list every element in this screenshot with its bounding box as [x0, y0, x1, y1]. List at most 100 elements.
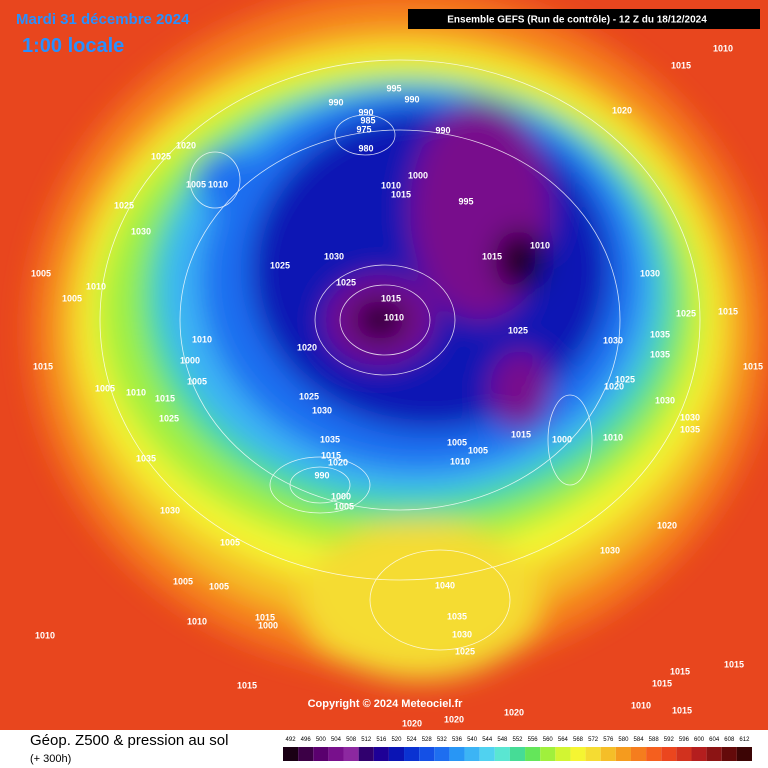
pressure-label: 1005: [334, 501, 354, 511]
legend-label: 564: [558, 737, 569, 743]
pressure-label: 1025: [299, 391, 319, 401]
footer-title: Géop. Z500 & pression au sol: [30, 732, 228, 749]
legend-label: 512: [361, 737, 372, 743]
pressure-label: 1005: [186, 179, 206, 189]
pressure-label: 1010: [126, 387, 146, 397]
legend-swatch: [479, 747, 495, 761]
pressure-label: 1030: [324, 251, 344, 261]
pressure-label: 1025: [270, 260, 290, 270]
pressure-label: 1015: [321, 450, 341, 460]
pressure-label: 1040: [435, 580, 455, 590]
pressure-label: 1020: [328, 457, 348, 467]
legend-label: 508: [346, 737, 357, 743]
legend-swatch: [585, 747, 601, 761]
pressure-label: 1010: [450, 456, 470, 466]
pressure-label: 990: [328, 97, 343, 107]
run-box: [408, 9, 760, 29]
pressure-label: 1030: [312, 405, 332, 415]
pressure-label: 1025: [455, 646, 475, 656]
pressure-label: 1000: [408, 170, 428, 180]
legend-swatch: [615, 747, 631, 761]
legend-swatch: [313, 747, 329, 761]
pressure-label: 1015: [511, 429, 531, 439]
pressure-label: 1020: [297, 342, 317, 352]
pressure-label: 1015: [652, 678, 672, 688]
isobars: [99, 59, 701, 651]
pressure-label: 1020: [612, 105, 632, 115]
pressure-label: 1025: [151, 151, 171, 161]
pressure-label: 990: [314, 470, 329, 480]
legend-label: 560: [543, 737, 554, 743]
pressure-label: 1010: [603, 432, 623, 442]
pressure-label: 985: [360, 115, 375, 125]
pressure-label: 1010: [192, 334, 212, 344]
pressure-label: 1035: [447, 611, 467, 621]
legend-swatch: [373, 747, 389, 761]
legend-swatch: [449, 747, 465, 761]
legend: 492 496 500 504 508 512 516 520 524 528 532 536 540 5…: [283, 737, 752, 761]
pressure-label: 1010: [384, 312, 404, 322]
legend-swatch: [691, 747, 707, 761]
pressure-label: 1015: [255, 612, 275, 622]
pressure-label: 1015: [724, 659, 744, 669]
pressure-label: 1005: [468, 445, 488, 455]
pressure-label: 1020: [657, 520, 677, 530]
legend-label: 580: [618, 737, 629, 743]
pressure-label: 1000: [258, 620, 278, 630]
pressure-label: 1030: [640, 268, 660, 278]
pressure-label: 1005: [31, 268, 51, 278]
legend-label: 492: [286, 737, 297, 743]
legend-swatch: [736, 747, 752, 761]
legend-swatch: [419, 747, 435, 761]
legend-label: 584: [634, 737, 645, 743]
legend-swatch: [646, 747, 662, 761]
legend-swatch: [509, 747, 526, 761]
legend-label: 596: [679, 737, 690, 743]
pressure-labels: 9909959909909859759809901010101510201020…: [31, 43, 763, 728]
pressure-label: 1025: [159, 413, 179, 423]
legend-swatch: [661, 747, 677, 761]
pressure-label: 1015: [743, 361, 763, 371]
date: Mardi 31 décembre 2024: [16, 11, 190, 28]
pressure-label: 1010: [187, 616, 207, 626]
pressure-label: 1015: [718, 306, 738, 316]
pressure-label: 1030: [603, 335, 623, 345]
legend-swatch: [494, 747, 510, 761]
pressure-label: 1035: [650, 349, 670, 359]
legend-label: 536: [452, 737, 463, 743]
pressure-label: 1025: [676, 308, 696, 318]
pressure-label: 1010: [208, 179, 228, 189]
height-field: [30, 0, 768, 680]
pressure-label: 1020: [604, 381, 624, 391]
pressure-label: 1005: [95, 383, 115, 393]
pressure-label: 1030: [160, 505, 180, 515]
pressure-label: 1020: [402, 718, 422, 728]
legend-label: 544: [482, 737, 493, 743]
pressure-label: 1020: [504, 707, 524, 717]
legend-swatch: [540, 747, 556, 761]
pressure-label: 990: [435, 125, 450, 135]
legend-swatch: [630, 747, 647, 761]
pressure-label: 1035: [650, 329, 670, 339]
legend-label: 576: [603, 737, 614, 743]
legend-label: 556: [528, 737, 539, 743]
legend-label: 532: [437, 737, 448, 743]
legend-swatch: [676, 747, 692, 761]
legend-swatch: [600, 747, 616, 761]
pressure-label: 980: [358, 143, 373, 153]
pressure-label: 1025: [336, 277, 356, 287]
legend-label: 552: [512, 737, 523, 743]
legend-label: 612: [739, 737, 750, 743]
legend-swatch: [358, 747, 374, 761]
legend-swatch: [570, 747, 586, 761]
pressure-label: 1005: [209, 581, 229, 591]
legend-label: 600: [694, 737, 705, 743]
legend-swatch: [721, 747, 737, 761]
legend-label: 608: [724, 737, 735, 743]
pressure-label: 1035: [136, 453, 156, 463]
pressure-label: 1010: [530, 240, 550, 250]
pressure-label: 1015: [381, 293, 401, 303]
pressure-label: 1020: [176, 140, 196, 150]
legend-label: 588: [649, 737, 660, 743]
pressure-label: 1005: [187, 376, 207, 386]
